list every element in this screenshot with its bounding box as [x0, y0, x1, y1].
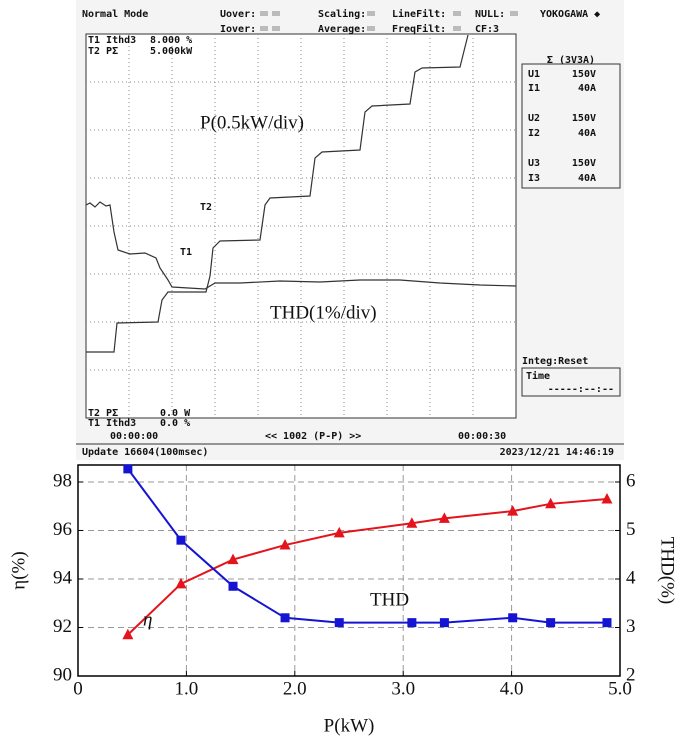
marker	[508, 613, 517, 622]
marker	[176, 536, 185, 545]
trace-info: 5.000kW	[150, 46, 193, 57]
y-tick-label: 98	[53, 470, 72, 491]
panel-value: 150V	[572, 113, 596, 124]
integ-time: -----:--:--	[548, 384, 614, 395]
marker	[546, 618, 555, 627]
x-axis-label: P(kW)	[324, 715, 375, 736]
header-text: Scaling:	[318, 8, 366, 20]
figure: Normal Mode Uover: Iover: Scaling: Average: L…	[0, 0, 684, 741]
cursor-text: T1 Ithd3	[88, 418, 136, 429]
y2-axis-label: THD(%)	[657, 537, 678, 605]
header-text: CF:3	[475, 24, 499, 35]
y-tick-label: 90	[53, 664, 72, 685]
trace-info: T2 PΣ	[88, 46, 118, 57]
trace-label: T2	[200, 202, 212, 213]
footer-text: 2023/12/21 14:46:19	[500, 447, 614, 458]
plot-frame	[78, 465, 620, 676]
marker	[440, 618, 449, 627]
integ-label: Integ:Reset	[522, 356, 588, 367]
header-text: NULL:	[475, 9, 505, 20]
panel-label: I1	[528, 83, 540, 94]
cursor-text: 0.0 %	[160, 418, 190, 429]
trace-info: 8.000 %	[150, 35, 192, 46]
annotation: P(0.5kW/div)	[200, 112, 304, 133]
panel-value: 40A	[578, 173, 596, 184]
integ-time-label: Time	[526, 370, 550, 382]
header-text: Iover:	[220, 24, 256, 35]
panel-label: U2	[528, 113, 540, 124]
header-text: Normal Mode	[82, 9, 148, 20]
y2-tick-label: 2	[626, 664, 636, 685]
panel-value: 150V	[572, 158, 596, 169]
panel-value: 40A	[578, 83, 596, 94]
annotation: THD(1%/div)	[270, 302, 377, 323]
marker	[229, 582, 238, 591]
y-tick-label: 92	[53, 616, 72, 637]
panel-label: I3	[528, 173, 540, 184]
panel-label: I2	[528, 128, 540, 139]
marker	[407, 618, 416, 627]
header-text: Average:	[318, 24, 366, 35]
series-line	[128, 469, 607, 623]
marker	[281, 613, 290, 622]
y-axis-label: η(%)	[8, 551, 29, 589]
y2-tick-label: 5	[626, 519, 636, 540]
panel-title: Σ (3V3A)	[547, 55, 595, 66]
time-text: 00:00:30	[458, 431, 506, 442]
y2-tick-label: 3	[626, 616, 636, 637]
panel-label: U1	[528, 69, 540, 80]
y-tick-label: 94	[53, 567, 73, 588]
panel-value: 150V	[572, 69, 596, 80]
x-tick-label: 2.0	[283, 678, 307, 699]
y2-tick-label: 6	[626, 470, 636, 491]
x-tick-label: 0	[73, 678, 83, 699]
series-line	[128, 499, 607, 635]
marker	[335, 618, 344, 627]
x-tick-label: 4.0	[500, 678, 524, 699]
marker	[601, 493, 612, 504]
header-text: Uover:	[220, 9, 256, 20]
header-text: FreqFilt:	[392, 23, 446, 35]
trace-info: T1 Ithd3	[88, 35, 136, 46]
series-label: η	[143, 609, 152, 630]
trace-label: T1	[180, 247, 192, 258]
footer-text: Update 16604(100msec)	[82, 447, 208, 458]
panel-label: U3	[528, 158, 540, 169]
time-text: 00:00:00	[110, 431, 158, 442]
x-tick-label: 3.0	[391, 678, 415, 699]
header-text: YOKOGAWA ◆	[540, 9, 600, 20]
time-text: << 1002 (P-P) >>	[265, 431, 361, 442]
y-tick-label: 96	[53, 519, 72, 540]
marker	[123, 464, 132, 473]
header-text: LineFilt:	[392, 8, 446, 20]
y2-tick-label: 4	[626, 567, 636, 588]
series-label: THD	[370, 589, 409, 610]
marker	[602, 618, 611, 627]
x-tick-label: 1.0	[175, 678, 199, 699]
panel-value: 40A	[578, 128, 596, 139]
